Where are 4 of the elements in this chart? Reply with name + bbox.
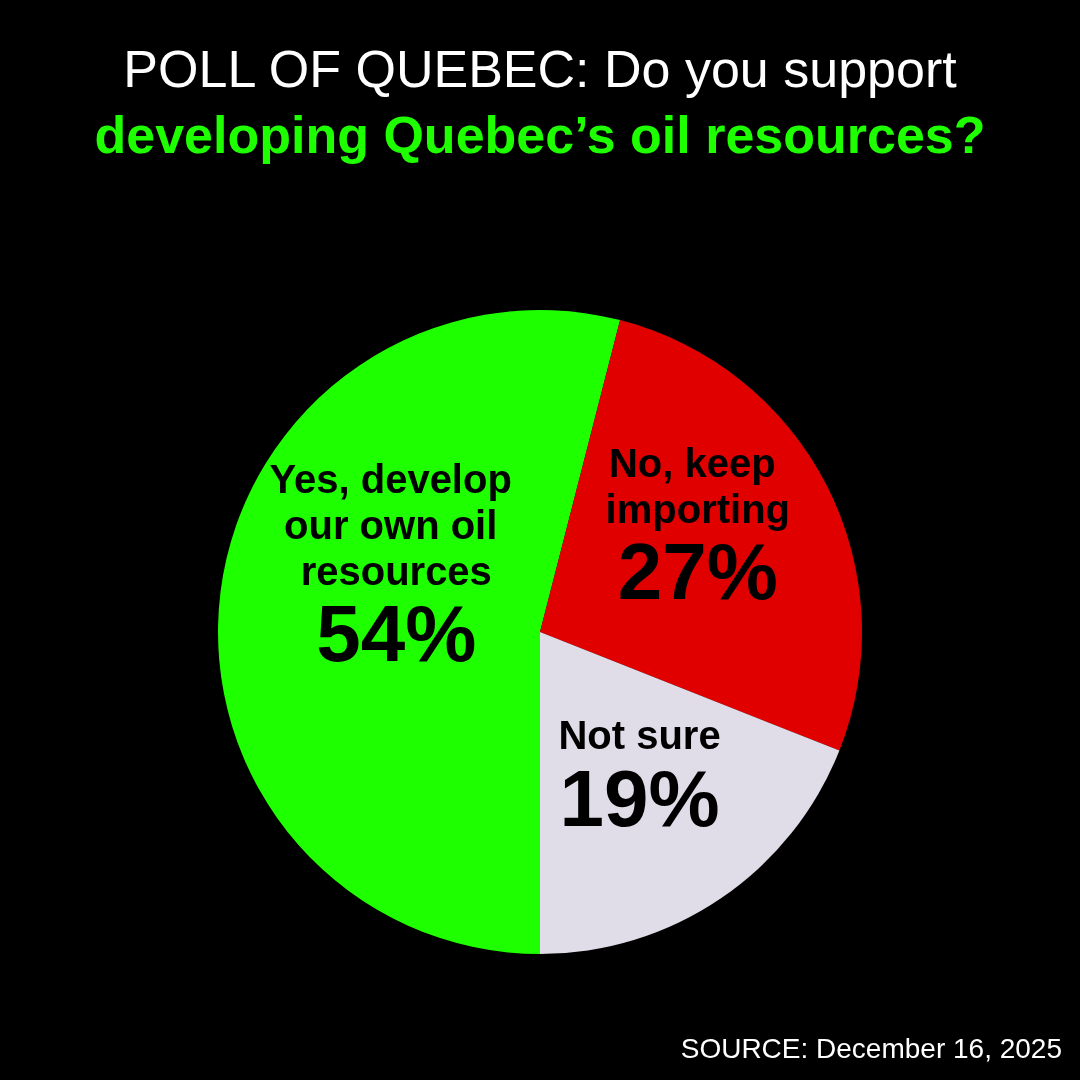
chart-title: POLL OF QUEBEC: Do you support (123, 40, 958, 98)
source-note: SOURCE: December 16, 2025 (680, 1032, 1062, 1064)
slice-label: No, keep importing (605, 440, 791, 531)
chart-subtitle: developing Quebec’s oil resources? (94, 106, 986, 164)
